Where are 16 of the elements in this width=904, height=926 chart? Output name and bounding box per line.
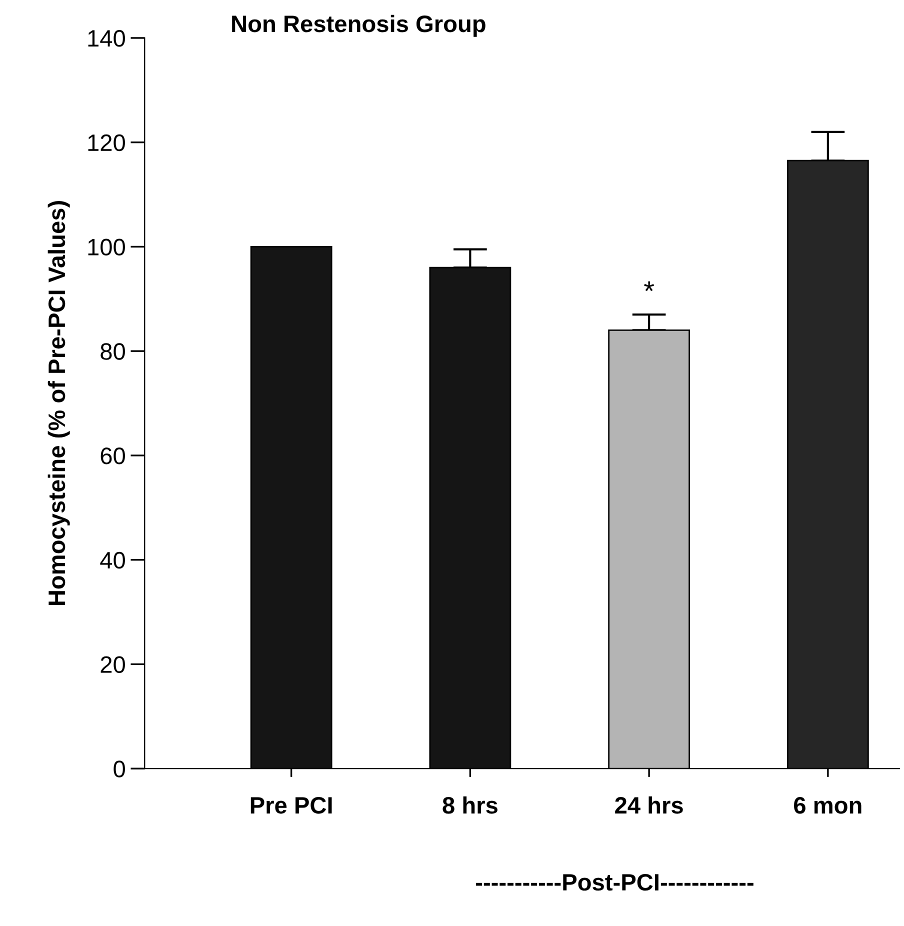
y-tick-label: 40 bbox=[100, 552, 125, 569]
x-tick-label: 24 hrs bbox=[615, 796, 683, 814]
chart-title: Non Restenosis Group bbox=[232, 14, 486, 37]
y-axis-title: Homocysteine (% of Pre-PCI Values) bbox=[48, 201, 70, 606]
text: -----------Post-PCI------------ bbox=[476, 874, 754, 891]
x-tick-label: 6 mon bbox=[794, 796, 862, 814]
x-tick-label: 8 hrs bbox=[442, 796, 498, 814]
y-tick-label: 80 bbox=[100, 343, 125, 360]
y-tick-label: 140 bbox=[88, 30, 125, 47]
annotation: * bbox=[644, 281, 654, 292]
y-tick-label: 100 bbox=[88, 238, 125, 256]
x-tick-label: Pre PCI bbox=[250, 796, 332, 814]
y-tick-label: 0 bbox=[114, 760, 125, 778]
y-tick-label: 20 bbox=[100, 656, 125, 673]
y-tick-label: 60 bbox=[100, 448, 125, 464]
y-tick-label: 120 bbox=[88, 134, 125, 152]
